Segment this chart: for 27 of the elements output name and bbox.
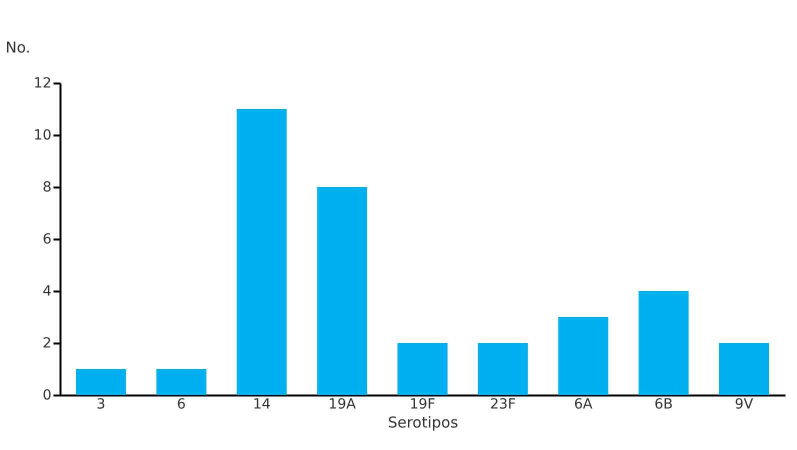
bar [76, 369, 126, 395]
y-tick-label: 4 [42, 284, 52, 300]
y-tick-label: 2 [42, 336, 52, 352]
y-tick-label: 0 [42, 388, 52, 404]
bar [236, 109, 287, 395]
x-tick-label: 14 [252, 396, 271, 412]
bar [156, 369, 206, 395]
y-tick-label: 8 [42, 180, 52, 196]
y-axis-title: No. [6, 38, 30, 56]
x-tick-label: 19A [328, 396, 356, 412]
bar [638, 291, 689, 395]
x-axis-title: Serotipos [388, 414, 458, 432]
x-tick-label: 6B [654, 396, 673, 412]
x-tick-label: 3 [96, 396, 106, 412]
y-tick-label: 12 [34, 76, 52, 92]
bar [558, 317, 608, 395]
y-tick-label: 6 [42, 232, 52, 248]
bar [719, 343, 770, 395]
y-tick-label: 10 [34, 128, 52, 144]
bar [478, 343, 528, 395]
x-tick-label: 23F [490, 396, 516, 412]
x-tick-label: 6A [574, 396, 593, 412]
x-tick-label: 6 [176, 396, 186, 412]
bar [398, 343, 448, 395]
x-tick-label: 19F [410, 396, 436, 412]
bar [317, 187, 368, 395]
x-tick-label: 9V [734, 396, 754, 412]
